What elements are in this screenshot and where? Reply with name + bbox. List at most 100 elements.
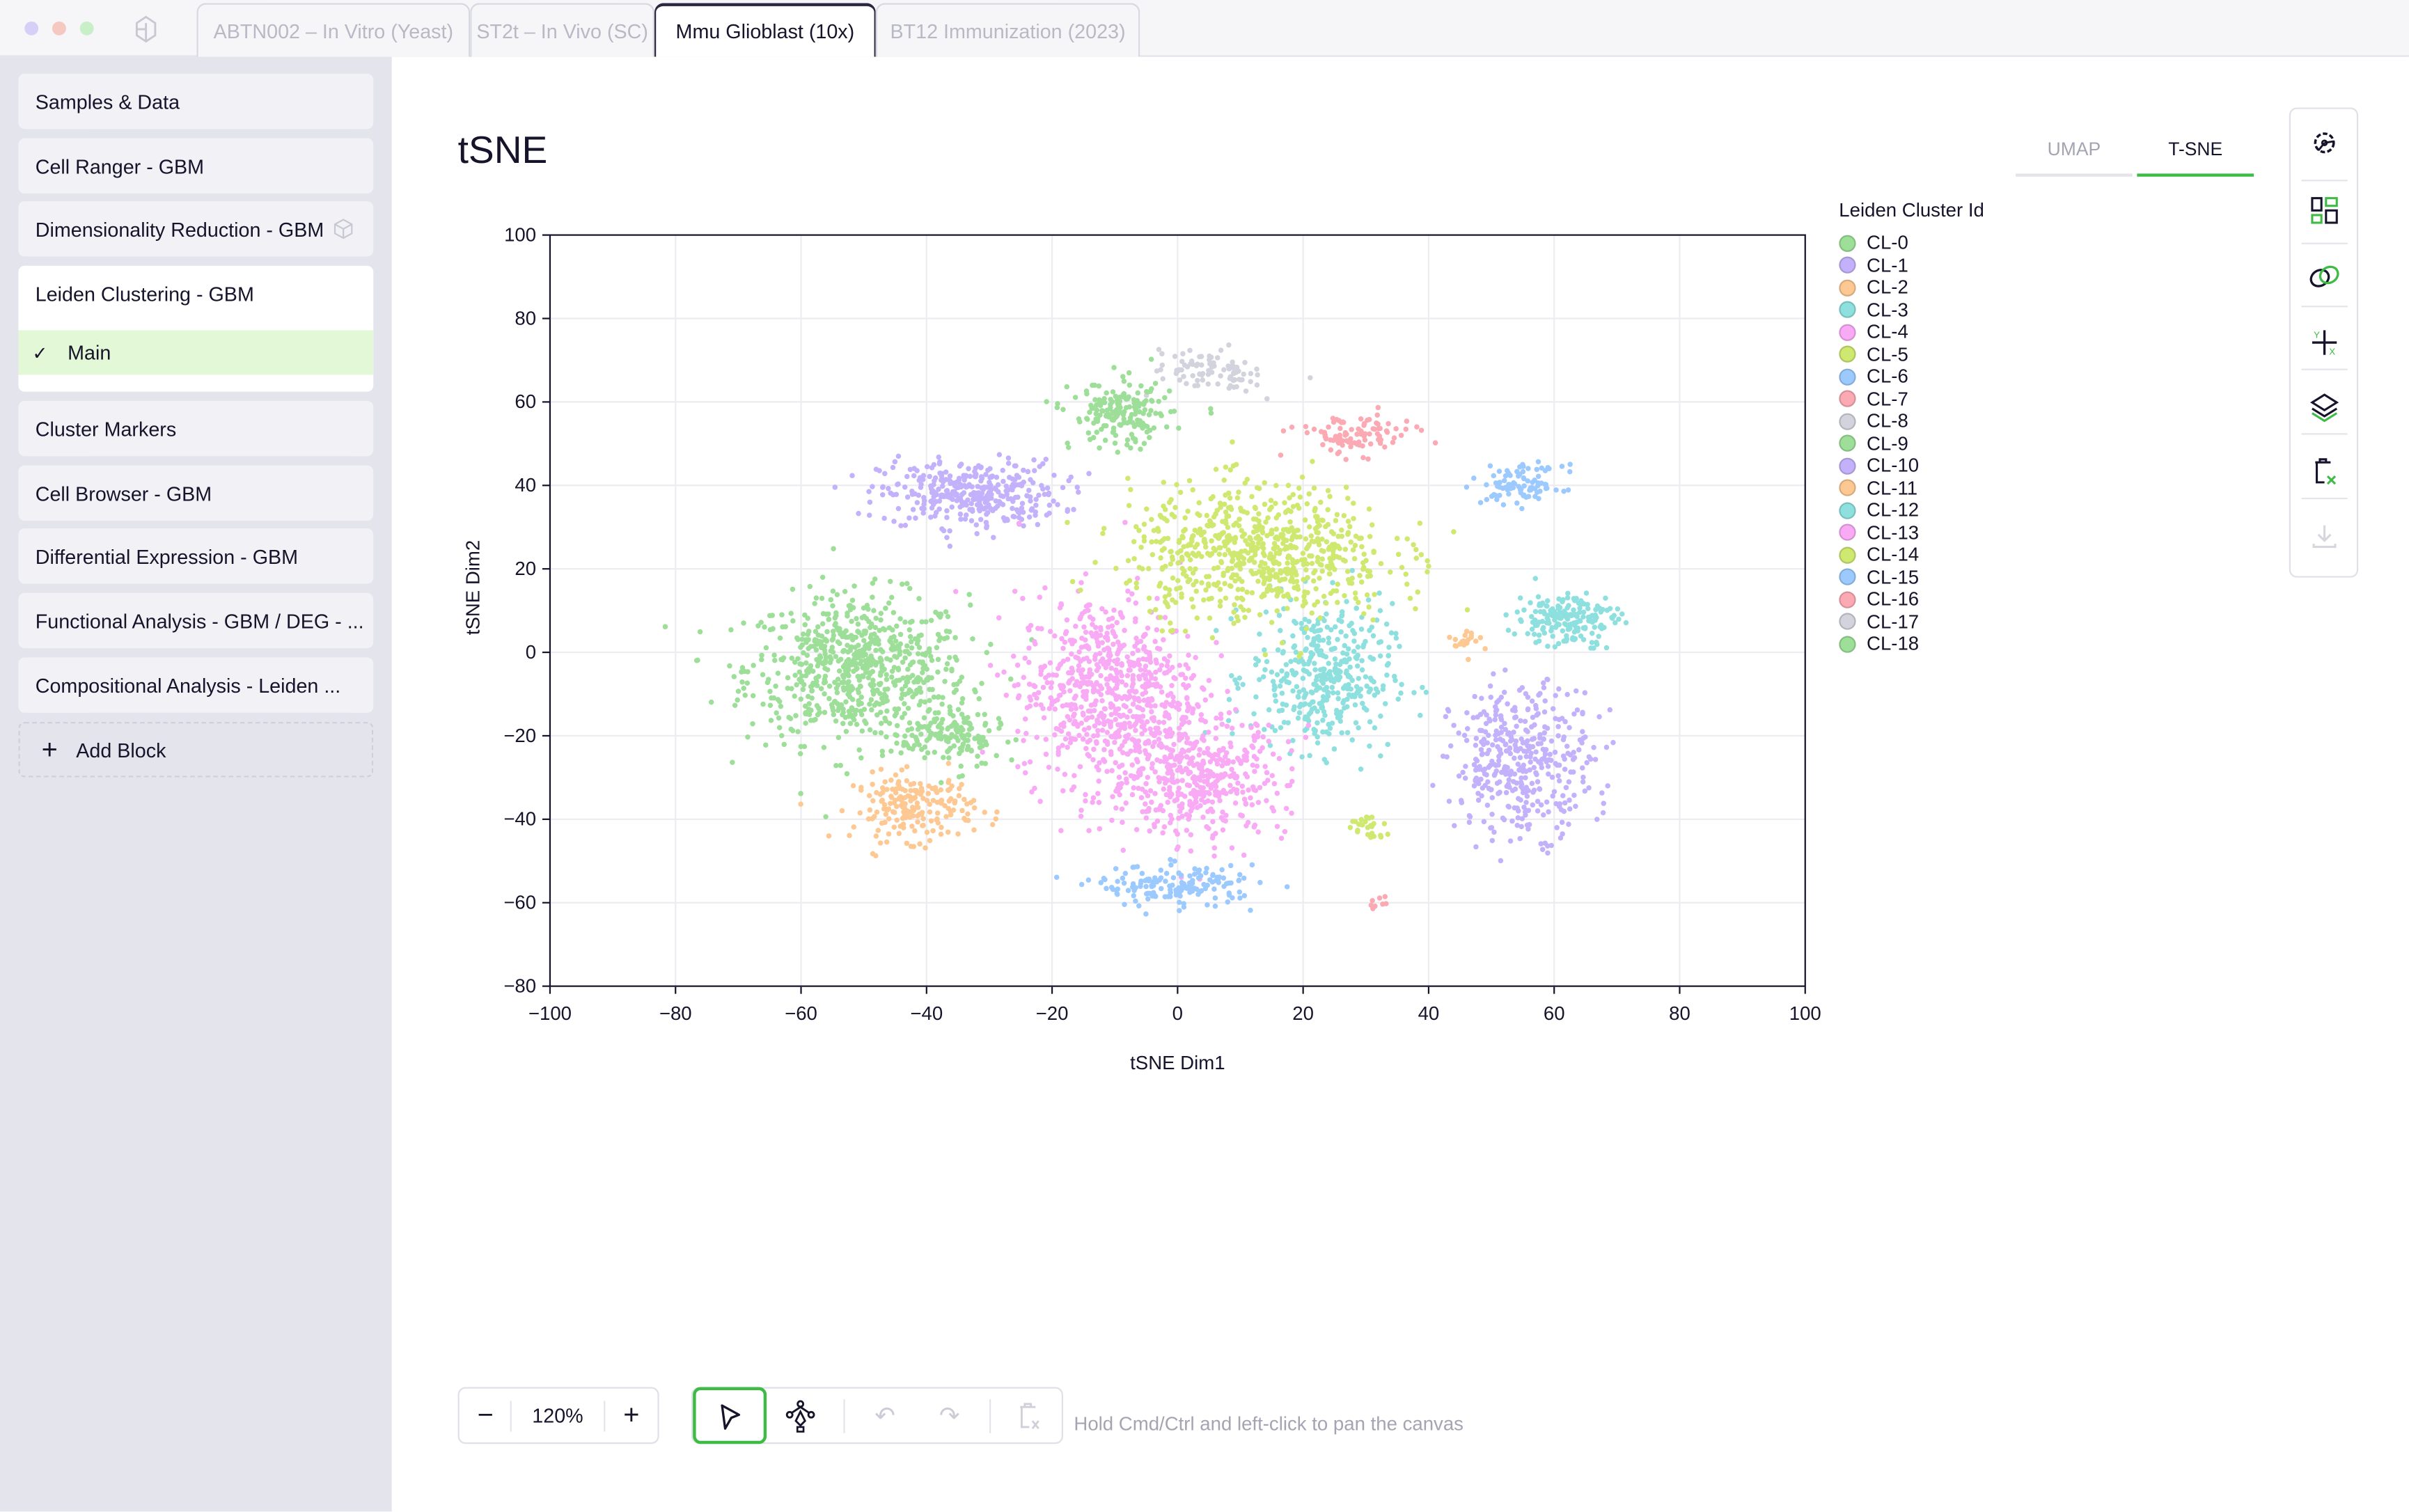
scatter-point (967, 473, 973, 480)
sidebar-item-cluster-markers[interactable]: Cluster Markers (18, 400, 374, 457)
scatter-point (1138, 383, 1144, 389)
sidebar-item-differential-expression[interactable]: Differential Expression - GBM (18, 528, 374, 584)
tsne-scatter-chart[interactable]: −100 −80 −60 −40 −20 0 20 40 60 80 100100806040200… (446, 215, 1844, 1091)
scatter-point (801, 743, 808, 750)
scatter-point (1047, 660, 1053, 666)
scatter-point (823, 654, 829, 661)
add-block-button[interactable]: + Add Block (18, 722, 374, 778)
tab-umap[interactable]: UMAP (2016, 139, 2133, 177)
scatter-point (1188, 832, 1194, 837)
scatter-point (1248, 568, 1254, 574)
scatter-point (1484, 712, 1489, 718)
window-maximize-button[interactable] (79, 21, 94, 36)
scatter-point (1057, 662, 1063, 668)
window-close-button[interactable] (24, 21, 39, 36)
scatter-point (1541, 608, 1547, 615)
scatter-point (1130, 881, 1136, 887)
scatter-point (1048, 695, 1054, 701)
scatter-point (1098, 672, 1104, 679)
scatter-point (1039, 626, 1044, 631)
scatter-point (912, 636, 918, 642)
scatter-point (1282, 576, 1288, 582)
tab-st2t[interactable]: ST2t – In Vivo (SC) (470, 3, 655, 57)
scatter-point (1209, 799, 1216, 805)
scatter-point (996, 725, 1002, 731)
tab-mmu-glioblast[interactable]: Mmu Glioblast (10x) (654, 3, 876, 57)
scatter-point (1249, 494, 1255, 500)
scatter-point (929, 465, 935, 471)
scatter-point (1294, 684, 1300, 690)
scatter-point (1195, 361, 1200, 367)
scatter-point (1297, 494, 1303, 500)
scatter-point (744, 680, 751, 686)
scatter-point (1097, 412, 1103, 418)
scatter-point (1077, 764, 1083, 770)
scatter-point (1227, 740, 1233, 746)
scatter-point (1333, 624, 1338, 630)
scatter-point (1149, 761, 1155, 766)
scatter-point (1517, 595, 1523, 601)
scatter-point (1187, 890, 1193, 895)
scatter-point (831, 546, 836, 551)
scatter-point (944, 635, 950, 640)
scatter-point (1049, 680, 1055, 686)
scatter-point (815, 663, 821, 669)
scatter-point (983, 519, 989, 526)
scatter-point (824, 667, 831, 672)
scatter-point (1083, 674, 1090, 679)
tab-bt12[interactable]: BT12 Immunization (2023) (875, 3, 1140, 57)
scatter-point (1229, 766, 1234, 773)
scatter-point (911, 743, 918, 748)
scatter-point (1274, 593, 1280, 599)
scatter-point (1192, 866, 1198, 872)
scatter-point (884, 656, 890, 661)
scatter-point (1310, 459, 1315, 464)
scatter-point (1563, 611, 1569, 617)
sidebar-item-dimensionality-reduction[interactable]: Dimensionality Reduction - GBM (18, 201, 374, 257)
scatter-point (866, 512, 872, 518)
scatter-point (1225, 547, 1231, 553)
scatter-point (1031, 457, 1037, 463)
scatter-point (814, 683, 820, 688)
sidebar-item-functional-analysis[interactable]: Functional Analysis - GBM / DEG - ... (18, 592, 374, 649)
scatter-point (1177, 377, 1183, 383)
scatter-point (1555, 733, 1561, 739)
scatter-point (1461, 732, 1468, 739)
scatter-point (1507, 473, 1513, 478)
scatter-point (1218, 653, 1224, 659)
tab-abtn002[interactable]: ABTN002 – In Vitro (Yeast) (196, 3, 471, 57)
scatter-point (1141, 644, 1147, 649)
scatter-point (1316, 633, 1321, 640)
scatter-point (849, 637, 856, 643)
scatter-point (943, 666, 949, 672)
scatter-point (800, 631, 806, 637)
scatter-point (1084, 391, 1090, 397)
scatter-point (1484, 496, 1490, 503)
scatter-point (1145, 566, 1152, 572)
scatter-point (1235, 686, 1241, 691)
scatter-point (1308, 533, 1315, 539)
scatter-point (1199, 764, 1204, 770)
sidebar-item-samples-data[interactable]: Samples & Data (18, 73, 374, 129)
scatter-point (1331, 545, 1337, 551)
scatter-point (1515, 762, 1521, 767)
sidebar-item-cell-ranger[interactable]: Cell Ranger - GBM (18, 138, 374, 194)
sidebar-item-leiden-clustering[interactable]: Leiden Clustering - GBM (35, 281, 254, 306)
scatter-point (891, 810, 897, 815)
scatter-point (1143, 689, 1149, 695)
scatter-point (1153, 669, 1159, 675)
scatter-point (1530, 802, 1536, 808)
scatter-point (1003, 483, 1010, 489)
scatter-point (1172, 505, 1178, 510)
sidebar-subitem-main[interactable]: ✓ Main (18, 330, 374, 375)
scatter-point (1338, 629, 1344, 635)
tab-tsne[interactable]: T-SNE (2137, 139, 2254, 177)
scatter-point (1324, 759, 1329, 766)
scatter-point (984, 512, 989, 517)
scatter-point (1044, 485, 1051, 491)
scatter-point (1275, 647, 1281, 653)
sidebar-item-compositional-analysis[interactable]: Compositional Analysis - Leiden ... (18, 657, 374, 713)
window-minimize-button[interactable] (52, 21, 66, 36)
sidebar-item-cell-browser[interactable]: Cell Browser - GBM (18, 465, 374, 521)
scatter-point (767, 688, 773, 694)
